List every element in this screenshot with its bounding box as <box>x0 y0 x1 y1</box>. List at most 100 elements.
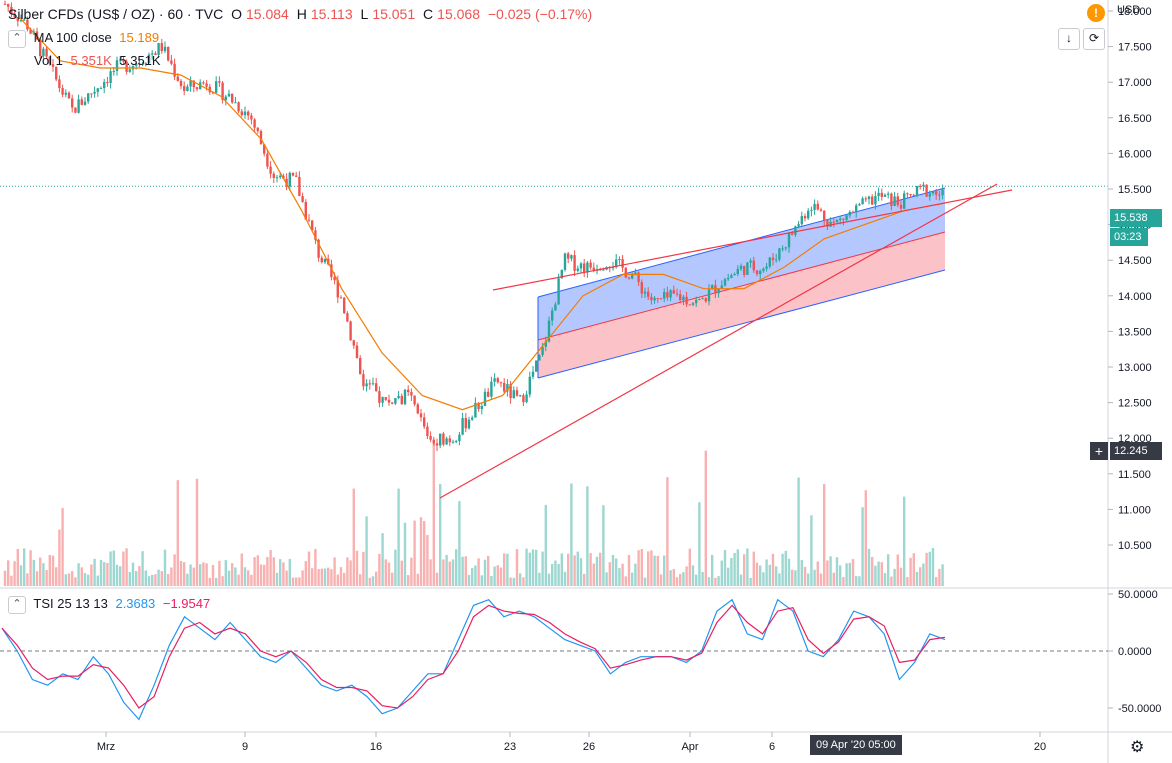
volume-bar <box>682 572 685 586</box>
volume-bar <box>723 550 727 586</box>
volume-bar <box>570 483 573 586</box>
candle-body <box>304 202 307 220</box>
volume-bar <box>407 575 410 586</box>
tsi-legend[interactable]: ⌃ TSI 25 13 13 2.3683 −1.9547 <box>8 596 214 614</box>
arrow-down-icon[interactable]: ↓ <box>1058 28 1080 50</box>
candle-body <box>858 204 861 206</box>
candle-body <box>87 93 90 102</box>
volume-bar <box>77 563 80 586</box>
candle-body <box>183 86 186 91</box>
volume-bar <box>768 564 771 586</box>
candle-body <box>871 196 874 205</box>
volume-bar <box>45 570 48 586</box>
candle-body <box>189 80 192 87</box>
candle-body <box>810 209 813 211</box>
candle-body <box>509 383 512 399</box>
volume-bar <box>797 477 800 586</box>
candle-body <box>381 397 384 403</box>
price-tick-label: 11.500 <box>1118 469 1151 481</box>
candle-body <box>397 395 400 399</box>
candle-body <box>906 193 909 195</box>
regression-channel <box>537 187 946 379</box>
low-label: L <box>360 6 369 22</box>
candle-body <box>343 297 346 314</box>
volume-bar <box>154 574 157 586</box>
candle-body <box>496 378 499 383</box>
collapse-icon[interactable]: ⌃ <box>8 30 26 48</box>
candle-body <box>823 210 826 221</box>
candle-body <box>707 289 711 302</box>
candle-body <box>346 313 349 322</box>
candle-body <box>848 211 851 216</box>
volume-bar <box>685 566 688 586</box>
candle-body <box>637 272 640 283</box>
candle-body <box>157 43 160 55</box>
candle-body <box>583 263 586 273</box>
candle-body <box>234 102 237 104</box>
candle-body <box>615 259 618 268</box>
candle-body <box>202 82 205 84</box>
candle-body <box>455 441 458 443</box>
candle-body <box>922 184 925 187</box>
volume-bar <box>829 556 832 586</box>
volume-bar <box>413 520 416 586</box>
candle-body <box>666 292 669 298</box>
volume-bar <box>90 564 93 586</box>
volume-bar <box>800 560 803 586</box>
candle-body <box>80 99 83 105</box>
candle-body <box>807 210 810 219</box>
symbol-title[interactable]: Silber CFDs (US$ / OZ) · 60 · TVC <box>8 6 224 22</box>
candle-body <box>791 233 794 235</box>
volume-bar <box>423 521 426 586</box>
volume-bar <box>640 548 643 586</box>
reset-icon[interactable]: ⟳ <box>1083 28 1105 50</box>
candle-body <box>560 269 563 279</box>
vol-legend[interactable]: Vol 1 5.351K 5.351K <box>34 53 165 68</box>
volume-bar <box>480 575 483 586</box>
collapse-tsi-icon[interactable]: ⌃ <box>8 596 26 614</box>
tsi-panel: 50.0000 0.0000 -50.0000 <box>0 589 1161 721</box>
volume-bar <box>663 555 666 586</box>
volume-bar <box>87 574 90 586</box>
volume-bar <box>330 569 333 586</box>
candle-body <box>170 60 173 64</box>
volume-bar <box>864 490 867 586</box>
ma-legend[interactable]: ⌃ MA 100 close 15.189 <box>8 30 163 48</box>
volume-bar <box>912 553 915 586</box>
volume-bar <box>243 567 247 586</box>
candle-body <box>576 268 579 271</box>
volume-bar <box>691 565 695 586</box>
currency-label[interactable]: USD <box>1117 4 1141 16</box>
exclamation-icon[interactable]: ! <box>1087 4 1105 22</box>
volume-bar <box>938 568 941 586</box>
candle-body <box>634 272 637 276</box>
volume-bar <box>487 555 490 586</box>
volume-bar <box>704 450 707 586</box>
volume-bar <box>698 502 701 586</box>
channel-mid-line <box>537 231 946 341</box>
candle-body <box>723 279 727 286</box>
volume-bar <box>381 533 384 586</box>
candle-body <box>755 270 759 275</box>
price-tick-label: 17.500 <box>1118 42 1152 54</box>
volume-bar <box>387 562 391 586</box>
volume-bar <box>666 477 669 586</box>
gear-icon[interactable]: ⚙ <box>1130 739 1145 756</box>
candle-body <box>237 102 240 112</box>
candle-body <box>471 417 474 420</box>
volume-bar <box>701 571 704 586</box>
volume-bar <box>717 576 720 586</box>
tsi-tick-label: 0.0000 <box>1118 646 1152 658</box>
add-icon[interactable]: + <box>1090 442 1108 460</box>
volume-bar <box>899 567 903 586</box>
symbol-legend: Silber CFDs (US$ / OZ) · 60 · TVC O 15.08… <box>8 6 596 22</box>
candle-body <box>352 340 355 346</box>
volume-bar <box>195 478 199 586</box>
volume-bar <box>471 568 474 586</box>
candle-body <box>925 184 928 197</box>
volume-bar <box>170 567 173 586</box>
candle-body <box>586 262 589 273</box>
resistance-trendline <box>492 189 1013 291</box>
volume-bar <box>285 570 288 586</box>
